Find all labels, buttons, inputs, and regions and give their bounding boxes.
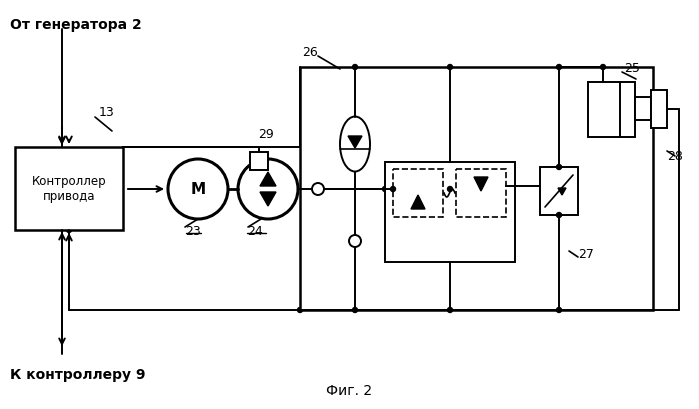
Circle shape <box>382 187 387 192</box>
Bar <box>635 98 651 121</box>
Circle shape <box>391 187 396 192</box>
Bar <box>393 170 443 218</box>
Text: 13: 13 <box>99 106 115 119</box>
Bar <box>588 83 635 138</box>
Bar <box>540 168 578 216</box>
Circle shape <box>298 308 303 313</box>
Circle shape <box>556 308 561 313</box>
Circle shape <box>447 187 452 192</box>
Text: От генератора 2: От генератора 2 <box>10 18 142 32</box>
Circle shape <box>238 160 298 220</box>
Circle shape <box>352 65 357 70</box>
Polygon shape <box>411 196 425 209</box>
Polygon shape <box>474 178 488 191</box>
Polygon shape <box>260 173 276 187</box>
Circle shape <box>447 65 452 70</box>
Bar <box>385 163 515 262</box>
Bar <box>15 148 123 230</box>
Circle shape <box>556 165 561 170</box>
Ellipse shape <box>340 117 370 172</box>
Circle shape <box>168 160 228 220</box>
Text: 25: 25 <box>624 61 640 74</box>
Circle shape <box>556 65 561 70</box>
Circle shape <box>312 184 324 196</box>
Bar <box>250 153 268 171</box>
Text: 26: 26 <box>302 45 318 58</box>
Circle shape <box>600 65 605 70</box>
Text: 23: 23 <box>185 225 201 238</box>
Text: 29: 29 <box>258 128 274 141</box>
Text: 28: 28 <box>667 150 683 163</box>
Circle shape <box>447 308 452 313</box>
Text: Контроллер
привода: Контроллер привода <box>31 175 106 203</box>
Circle shape <box>349 236 361 247</box>
Bar <box>456 170 506 218</box>
Bar <box>300 68 653 310</box>
Bar <box>651 91 667 129</box>
Polygon shape <box>260 193 276 207</box>
Text: М: М <box>190 182 206 197</box>
Text: Фиг. 2: Фиг. 2 <box>326 383 372 397</box>
Circle shape <box>556 213 561 218</box>
Text: 27: 27 <box>578 248 594 261</box>
Polygon shape <box>558 189 566 196</box>
Text: К контроллеру 9: К контроллеру 9 <box>10 367 145 381</box>
Circle shape <box>352 308 357 313</box>
Circle shape <box>66 228 71 233</box>
Text: 24: 24 <box>247 225 263 238</box>
Polygon shape <box>348 137 362 148</box>
